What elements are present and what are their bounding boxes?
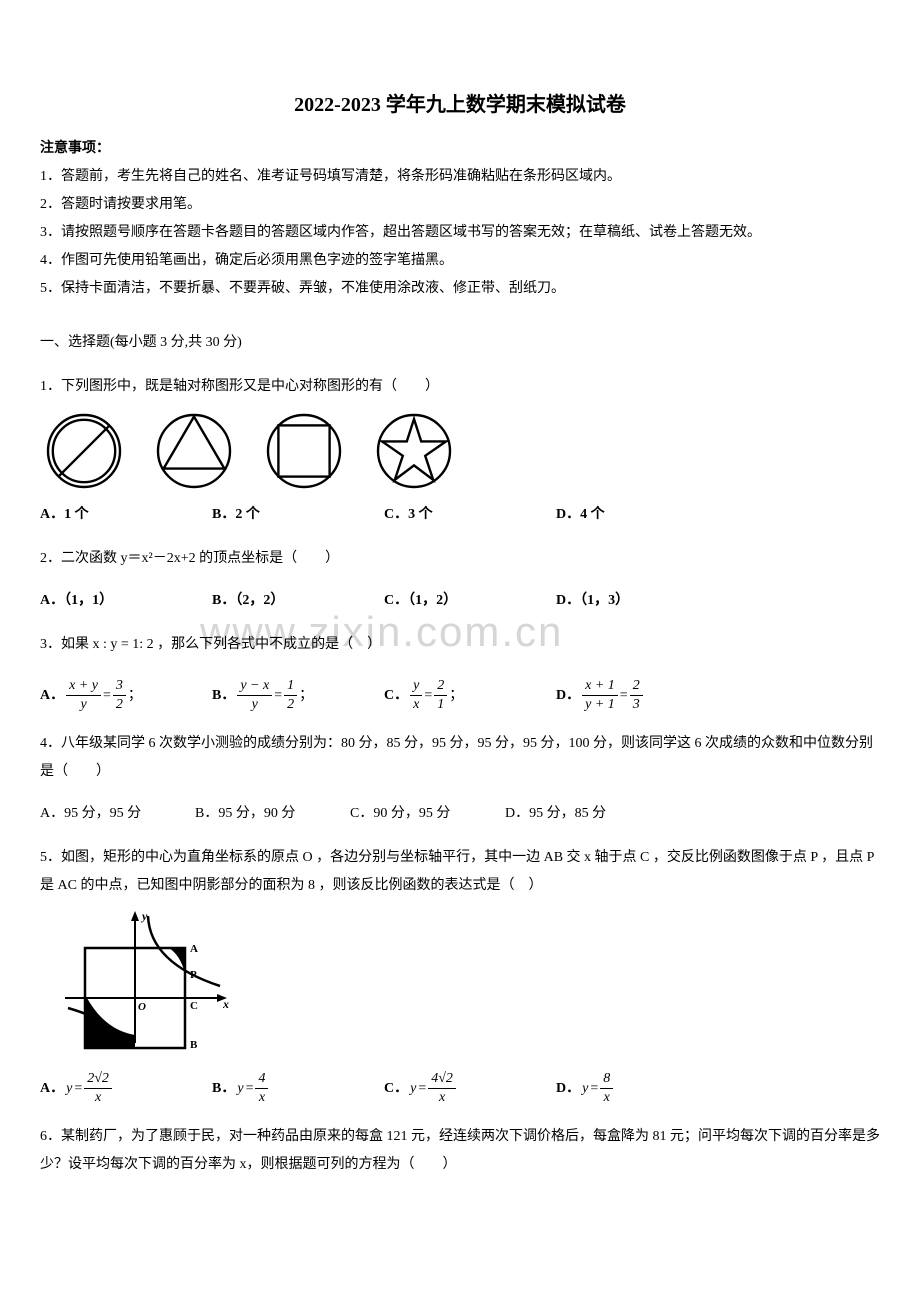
q5-opt-a: A． y = 2√2x [40, 1070, 212, 1107]
q5-text: 5．如图，矩形的中心为直角坐标系的原点 O ，各边分别与坐标轴平行，其中一边 A… [40, 844, 880, 900]
q3-d-den: y + 1 [582, 696, 618, 714]
graph-o-label: O [138, 1001, 146, 1013]
q3-a-semi: ； [128, 682, 142, 710]
q5-d-eq: = [590, 1075, 598, 1103]
graph-a-label: A [190, 943, 198, 955]
q3-d-rnum: 2 [630, 677, 643, 696]
note-2: 2．答题时请按要求用笔。 [40, 191, 880, 219]
q6-text: 6．某制药厂，为了惠顾于民，对一种药品由原来的每盒 121 元，经连续两次下调价… [40, 1123, 880, 1179]
q4-opt-b: B．95 分，90 分 [195, 800, 350, 828]
q4-text: 4．八年级某同学 6 次数学小测验的成绩分别为：80 分，85 分，95 分，9… [40, 730, 880, 786]
q5-d-prefix: D． [556, 1075, 580, 1103]
q5-opt-c: C． y = 4√2x [384, 1070, 556, 1107]
q1-opt-d: D．4 个 [556, 501, 728, 529]
shape-circle-square-icon [264, 411, 344, 491]
note-5: 5．保持卡面清洁，不要折暴、不要弄破、弄皱，不准使用涂改液、修正带、刮纸刀。 [40, 275, 880, 303]
q5-b-prefix: B． [212, 1075, 235, 1103]
q2-text: 2．二次函数 y＝x²－2x+2 的顶点坐标是（ ） [40, 545, 880, 573]
graph-y-label: y [140, 909, 148, 923]
q5-a-y: y [66, 1075, 72, 1103]
q2-opt-d: D．（1，3） [556, 587, 728, 615]
q5-c-prefix: C． [384, 1075, 408, 1103]
q5-c-den: x [428, 1089, 456, 1107]
shape-circle-star-icon [374, 411, 454, 491]
q3-c-semi: ； [449, 682, 463, 710]
q3-c-rnum: 2 [434, 677, 447, 696]
q1-opt-a: A．1 个 [40, 501, 212, 529]
q3-d-num: x + 1 [582, 677, 618, 696]
q3-b-rnum: 1 [284, 677, 297, 696]
shape-circle-slash-icon [44, 411, 124, 491]
q5-d-den: x [600, 1089, 613, 1107]
q3-d-prefix: D． [556, 682, 580, 710]
note-1: 1．答题前，考生先将自己的姓名、准考证号码填写清楚，将条形码准确粘贴在条形码区域… [40, 163, 880, 191]
q5-b-num: 4 [255, 1070, 268, 1089]
q5-c-eq: = [418, 1075, 426, 1103]
q2-opt-a: A．（1，1） [40, 587, 212, 615]
q3-b-semi: ； [299, 682, 313, 710]
q4-opt-a: A．95 分，95 分 [40, 800, 195, 828]
q3-a-rden: 2 [113, 696, 126, 714]
q5-a-num: 2√2 [84, 1070, 112, 1089]
q1-text: 1．下列图形中，既是轴对称图形又是中心对称图形的有（ ） [40, 373, 880, 401]
q5-opt-d: D． y = 8x [556, 1070, 728, 1107]
q3-b-rden: 2 [284, 696, 297, 714]
q3-a-num: x + y [66, 677, 101, 696]
q3-a-den: y [66, 696, 101, 714]
q5-b-den: x [255, 1089, 268, 1107]
q4-opt-c: C．90 分，95 分 [350, 800, 505, 828]
q1-shapes [40, 411, 880, 491]
q5-b-eq: = [246, 1075, 254, 1103]
note-4: 4．作图可先使用铅笔画出，确定后必须用黑色字迹的签字笔描黑。 [40, 247, 880, 275]
q4-opt-d: D．95 分，85 分 [505, 800, 660, 828]
graph-c-label: C [190, 1000, 198, 1012]
graph-b-label: B [190, 1039, 198, 1051]
notes-heading: 注意事项： [40, 135, 880, 163]
q5-c-num: 4√2 [428, 1070, 456, 1089]
q3-opt-d: D． x + 1y + 1 = 23 [556, 677, 728, 714]
q5-c-y: y [410, 1075, 416, 1103]
q5-a-eq: = [74, 1075, 82, 1103]
q3-a-rnum: 3 [113, 677, 126, 696]
q3-b-den: y [237, 696, 272, 714]
q3-d-rden: 3 [630, 696, 643, 714]
page-title: 2022-2023 学年九上数学期末模拟试卷 [40, 88, 880, 117]
shape-circle-triangle-icon [154, 411, 234, 491]
q3-c-den: x [410, 696, 422, 714]
q5-d-num: 8 [600, 1070, 613, 1089]
q3-c-rden: 1 [434, 696, 447, 714]
q1-opt-b: B．2 个 [212, 501, 384, 529]
note-3: 3．请按照题号顺序在答题卡各题目的答题区域内作答，超出答题区域书写的答案无效；在… [40, 219, 880, 247]
q2-opt-c: C．（1，2） [384, 587, 556, 615]
q5-opt-b: B． y = 4x [212, 1070, 384, 1107]
q5-d-y: y [582, 1075, 588, 1103]
q3-text: 3．如果 x : y = 1: 2 ，那么下列各式中不成立的是（ ） [40, 631, 880, 659]
q5-b-y: y [237, 1075, 243, 1103]
q3-b-prefix: B． [212, 682, 235, 710]
q3-b-num: y − x [237, 677, 272, 696]
section-1-heading: 一、选择题(每小题 3 分,共 30 分) [40, 329, 880, 357]
q5-a-den: x [84, 1089, 112, 1107]
graph-x-arrow-label: x [222, 997, 229, 1011]
q3-opt-b: B． y − xy = 12 ； [212, 677, 384, 714]
q3-opt-c: C． yx = 21 ； [384, 677, 556, 714]
q3-a-prefix: A． [40, 682, 64, 710]
q2-opt-b: B．（2，2） [212, 587, 384, 615]
graph-p-label: P [190, 969, 197, 981]
q3-c-num: y [410, 677, 422, 696]
q5-a-prefix: A． [40, 1075, 64, 1103]
q1-opt-c: C．3 个 [384, 501, 556, 529]
q3-opt-a: A． x + yy = 32 ； [40, 677, 212, 714]
q5-graph: y x O A P C B [60, 908, 880, 1064]
q3-c-prefix: C． [384, 682, 408, 710]
